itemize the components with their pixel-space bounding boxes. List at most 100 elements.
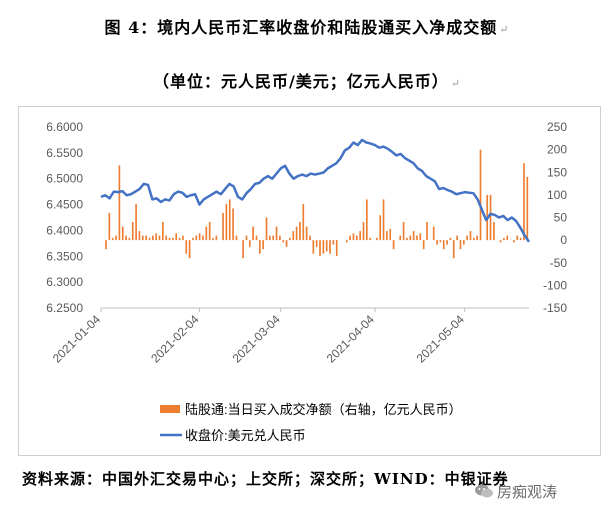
bar <box>442 240 445 250</box>
left-axis-tick-label: 6.4000 <box>46 223 83 237</box>
bar <box>125 235 127 241</box>
bar <box>212 237 214 241</box>
bar <box>302 203 305 241</box>
left-axis-tick-label: 6.3000 <box>46 275 83 289</box>
bar <box>258 240 261 254</box>
legend-line-label: 收盘价:美元兑人民币 <box>185 428 306 443</box>
chart-title: 图 4：境内人民币汇率收盘价和陆股通买入净成交额 ↵ <box>104 18 510 37</box>
bar <box>382 199 385 241</box>
bar <box>141 235 144 241</box>
bar <box>145 235 147 241</box>
bar <box>319 240 321 256</box>
bar <box>389 228 392 241</box>
bar <box>242 240 244 259</box>
right-axis-tick-label: 250 <box>547 120 567 134</box>
bar <box>362 222 365 241</box>
right-axis-tick-label: -50 <box>550 256 568 270</box>
left-axis-tick-label: 6.6000 <box>46 120 83 134</box>
bar <box>379 215 382 241</box>
bar <box>175 233 178 241</box>
bar <box>292 231 295 241</box>
x-axis-tick-label: 2021-05-04 <box>414 312 468 366</box>
bar <box>466 235 468 241</box>
bar <box>503 237 505 241</box>
chart-plot: 6.6000 6.5500 6.5000 6.4500 6.4000 6.3500 6.30… <box>46 120 568 443</box>
bar <box>228 199 231 241</box>
bar <box>506 235 509 241</box>
bar <box>329 240 331 254</box>
bar <box>392 240 395 250</box>
bar <box>208 222 211 241</box>
bar <box>269 235 271 241</box>
bar <box>449 237 452 241</box>
bar <box>151 235 154 241</box>
right-axis-tick-label: 100 <box>547 188 567 202</box>
bar <box>432 226 435 241</box>
bar <box>108 212 111 241</box>
bar <box>105 240 107 250</box>
bar <box>419 233 422 241</box>
bar <box>138 231 141 241</box>
bar <box>325 240 328 252</box>
right-axis-tick-label: -150 <box>543 301 567 315</box>
bar <box>436 240 438 245</box>
bar <box>188 240 191 259</box>
bar <box>178 237 181 241</box>
bar <box>252 226 254 241</box>
bar <box>202 235 204 241</box>
x-axis-tick-label: 2021-04-04 <box>324 312 378 366</box>
bar <box>422 240 425 250</box>
bar <box>312 240 315 254</box>
bar <box>165 235 168 241</box>
bar <box>479 149 482 241</box>
left-axis-tick-label: 6.2500 <box>46 301 83 315</box>
bar <box>121 226 124 241</box>
bar <box>285 240 288 247</box>
right-axis-tick-label: 150 <box>547 165 567 179</box>
bar <box>148 237 151 241</box>
bar <box>369 237 372 241</box>
bar <box>376 237 378 241</box>
bar <box>426 222 428 241</box>
bar <box>245 235 248 241</box>
right-axis-tick-label: 50 <box>554 211 568 225</box>
bar <box>349 235 351 241</box>
wechat-icon <box>475 484 493 498</box>
bar <box>462 240 465 245</box>
bar <box>365 199 368 241</box>
bar <box>182 235 184 241</box>
bar <box>386 231 388 241</box>
bar <box>225 203 228 241</box>
bar <box>162 222 164 241</box>
bar <box>452 240 455 259</box>
bar <box>513 240 515 243</box>
bar <box>446 240 448 245</box>
bar <box>469 231 472 241</box>
bar <box>352 233 355 241</box>
source-note: 资料来源：中国外汇交易中心；上交所；深交所；WIND：中银证券 <box>22 470 509 488</box>
bar <box>282 240 285 243</box>
bar <box>359 231 361 241</box>
bar <box>248 240 251 247</box>
bar <box>265 217 268 241</box>
bar <box>412 231 415 241</box>
bar <box>195 235 198 241</box>
x-axis-tick-label: 2021-03-04 <box>230 312 284 366</box>
legend-bar-swatch <box>160 405 180 413</box>
bar <box>332 240 335 245</box>
bar <box>115 235 117 241</box>
watermark: 房痴观涛 <box>497 483 558 501</box>
bar <box>523 163 525 241</box>
bar <box>205 226 208 241</box>
chart-subtitle: （单位：元人民币/美元；亿元人民币） ↵ <box>152 72 462 91</box>
bar <box>416 235 418 241</box>
bar <box>158 235 161 241</box>
bar <box>172 237 174 241</box>
series-line <box>100 138 531 243</box>
bar <box>289 237 291 241</box>
right-axis-tick-label: -100 <box>543 278 567 292</box>
bar <box>315 240 318 247</box>
bar <box>399 235 402 241</box>
bar <box>406 237 408 241</box>
bar <box>168 237 171 241</box>
